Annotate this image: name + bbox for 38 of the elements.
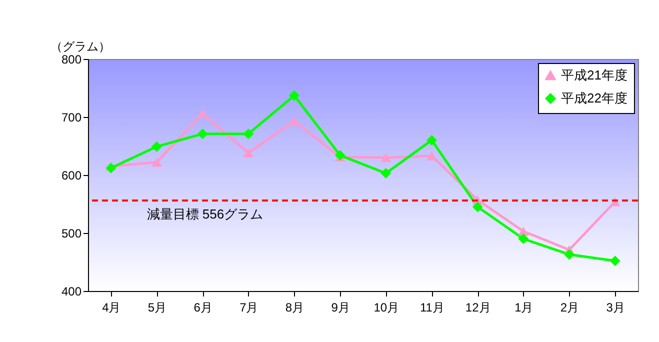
x-tick-label: 9月 bbox=[331, 300, 350, 314]
x-tick-label: 6月 bbox=[194, 300, 212, 314]
point bbox=[243, 148, 254, 158]
x-tick-label: 5月 bbox=[148, 300, 167, 314]
point bbox=[106, 162, 116, 174]
x-tick-label: 3月 bbox=[606, 300, 625, 314]
x-tick-label: 4月 bbox=[102, 300, 121, 314]
point bbox=[518, 234, 529, 244]
x-tick-label: 10月 bbox=[374, 300, 400, 314]
y-axis-title: （グラム） bbox=[50, 40, 110, 54]
point bbox=[472, 202, 483, 212]
point bbox=[289, 116, 300, 126]
point bbox=[610, 256, 620, 266]
y-tick-label: 500 bbox=[61, 226, 82, 240]
y-tick-label: 700 bbox=[61, 110, 82, 124]
point bbox=[426, 134, 437, 146]
x-tick-label: 8月 bbox=[285, 300, 304, 314]
point bbox=[380, 168, 392, 179]
point bbox=[152, 141, 162, 152]
x-tick-label: 2月 bbox=[560, 300, 580, 314]
point bbox=[564, 249, 574, 260]
ref-line-label: 減量目標 556グラム bbox=[146, 206, 264, 222]
x-tick-label: 7月 bbox=[240, 300, 258, 314]
point bbox=[197, 108, 208, 118]
y-tick-label: 600 bbox=[61, 168, 82, 182]
x-tick-label: 11月 bbox=[420, 300, 444, 314]
point bbox=[426, 151, 437, 160]
y-tick-label: 400 bbox=[61, 284, 82, 298]
y-tick-label: 800 bbox=[61, 52, 82, 66]
point bbox=[289, 90, 300, 101]
legend-label: 平成21年度 bbox=[561, 68, 628, 82]
point bbox=[380, 153, 392, 162]
point bbox=[152, 158, 162, 167]
x-tick-label: 12月 bbox=[465, 300, 491, 314]
legend-label: 平成22年度 bbox=[561, 90, 628, 106]
point bbox=[197, 128, 208, 140]
point bbox=[243, 128, 254, 140]
x-tick-label: 1月 bbox=[514, 300, 534, 314]
